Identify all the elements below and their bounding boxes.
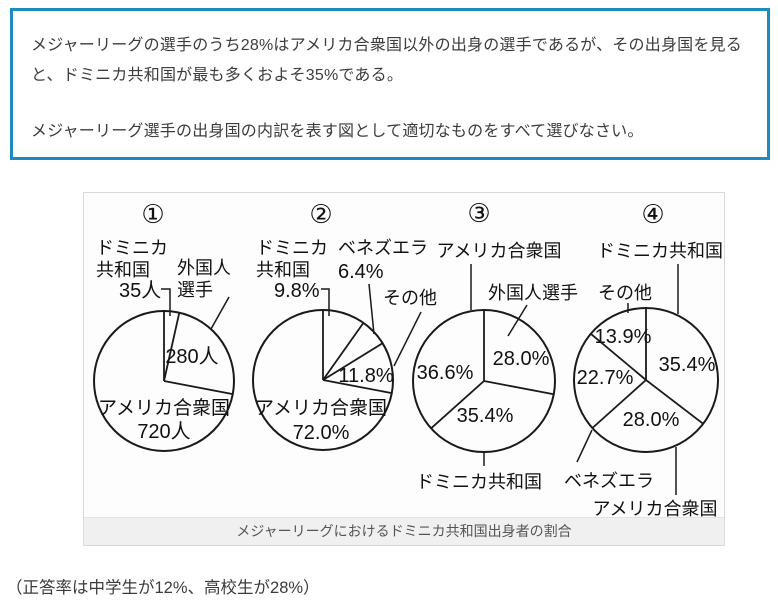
pie2-usa-label: アメリカ合衆国 bbox=[255, 397, 387, 419]
pie3-usa-value: 36.6% bbox=[417, 362, 474, 384]
pie2-leader-venezuela bbox=[368, 283, 375, 335]
pie4-venezuela-value: 22.7% bbox=[577, 367, 634, 389]
pie4-usa-label: アメリカ合衆国 bbox=[592, 499, 717, 517]
pie2-venezuela-value: 6.4% bbox=[338, 261, 384, 283]
pie4-divider-dominican bbox=[645, 379, 704, 425]
pie1-dominican-label-line2: 共和国 bbox=[96, 260, 150, 280]
pie2-others-label: その他 bbox=[383, 288, 437, 308]
pie1-usa-label: アメリカ合衆国 bbox=[98, 397, 230, 419]
pie1-leader-foreign bbox=[210, 296, 230, 330]
question-paragraph-2: メジャーリーグ選手の出身国の内訳を表す図として適切なものをすべて選びなさい。 bbox=[31, 123, 644, 140]
figure-caption: メジャーリーグにおけるドミニカ共和国出身者の割合 bbox=[84, 517, 724, 545]
pie1-number: ① bbox=[141, 199, 164, 229]
pie1-foreign-label-line2: 選手 bbox=[177, 280, 213, 300]
pie1-dominican-value: 35人 bbox=[119, 279, 161, 302]
pie4-leader-venezuela bbox=[576, 429, 593, 463]
pie1: ① ドミニカ 共和国 35人 外国人 選手 280人 アメリカ合衆国 720人 bbox=[93, 199, 235, 452]
pie1-divider-dominican bbox=[163, 312, 181, 382]
pie3-foreign-label: 外国人選手 bbox=[488, 283, 578, 303]
pie2-venezuela-label: ベネズエラ bbox=[338, 238, 428, 258]
pie3-dominican-value: 35.4% bbox=[457, 405, 514, 427]
pie-charts-image: ① ドミニカ 共和国 35人 外国人 選手 280人 アメリカ合衆国 720人 … bbox=[93, 198, 723, 517]
pie4-divider-venezuela bbox=[590, 333, 647, 381]
pie2-divider-venezuela bbox=[322, 342, 383, 381]
question-box: メジャーリーグの選手のうち28%はアメリカ合衆国以外の出身の選手であるが、その出… bbox=[10, 8, 770, 160]
pie4-divider-usa bbox=[591, 379, 647, 429]
pie4: ④ ドミニカ共和国 その他 13.9% 35.4% 22.7% 28.0% ベネ… bbox=[564, 199, 723, 517]
pie3-foreign-value: 28.0% bbox=[493, 348, 550, 370]
pie4-venezuela-label: ベネズエラ bbox=[564, 471, 654, 491]
pie4-dominican-value: 35.4% bbox=[659, 354, 716, 376]
pie2-divider-dominican bbox=[322, 322, 365, 381]
pie3-leader-foreign bbox=[507, 304, 528, 337]
pie1-foreign-label-line1: 外国人 bbox=[177, 258, 231, 278]
pie2-dominican-label-line2: 共和国 bbox=[256, 260, 310, 280]
pie4-others-label: その他 bbox=[598, 283, 652, 303]
pie2-divider-others bbox=[322, 379, 392, 394]
pie4-usa-value: 28.0% bbox=[623, 409, 680, 431]
pie2-dominican-value: 9.8% bbox=[274, 280, 320, 302]
pie1-dominican-label-line1: ドミニカ bbox=[96, 238, 168, 258]
pie3-divider-foreign bbox=[483, 380, 554, 396]
pie2-leader-others bbox=[393, 311, 422, 367]
pie1-usa-value: 720人 bbox=[137, 420, 190, 443]
pie1-foreign-value: 280人 bbox=[165, 345, 218, 368]
pie4-others-value: 13.9% bbox=[595, 326, 652, 348]
pie2-number: ② bbox=[309, 199, 332, 229]
pie3: ③ アメリカ合衆国 外国人選手 36.6% 28.0% 35.4% ドミニカ共和… bbox=[412, 198, 578, 492]
pie3-dominican-label: ドミニカ共和国 bbox=[416, 472, 542, 492]
question-paragraph-1: メジャーリーグの選手のうち28%はアメリカ合衆国以外の出身の選手であるが、その出… bbox=[31, 37, 742, 84]
pie3-number: ③ bbox=[467, 198, 490, 228]
pie3-divider-dominican bbox=[430, 380, 485, 429]
pie2-usa-value: 72.0% bbox=[293, 422, 350, 444]
pie1-leader-dominican bbox=[161, 288, 171, 316]
pie1-divider-foreign bbox=[163, 380, 233, 395]
pie2-leader-dominican bbox=[321, 288, 330, 316]
pie2: ② ドミニカ 共和国 9.8% ベネズエラ 6.4% その他 11.8% アメリ… bbox=[252, 199, 437, 451]
pie4-dominican-label: ドミニカ共和国 bbox=[597, 241, 723, 261]
answer-rate-note: （正答率は中学生が12%、高校生が28%） bbox=[6, 579, 320, 597]
pie4-number: ④ bbox=[641, 199, 664, 229]
pie3-usa-label: アメリカ合衆国 bbox=[436, 241, 561, 261]
pie2-dominican-label-line1: ドミニカ bbox=[256, 238, 328, 258]
pie2-others-value: 11.8% bbox=[338, 365, 393, 387]
pie-charts-figure: ① ドミニカ 共和国 35人 外国人 選手 280人 アメリカ合衆国 720人 … bbox=[83, 192, 725, 546]
